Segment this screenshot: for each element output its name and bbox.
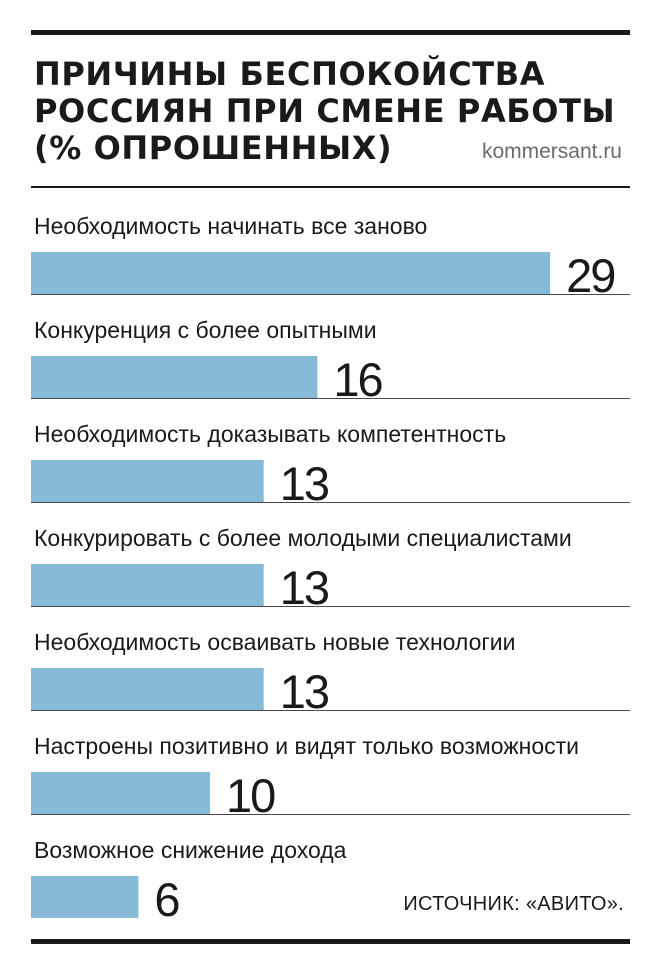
category-label: Настроены позитивно и видят только возмо… (34, 733, 579, 759)
bar (31, 460, 264, 502)
bar (31, 876, 139, 918)
header-rule (31, 186, 630, 188)
bar (31, 252, 551, 294)
value-label: 6 (154, 873, 179, 926)
value-label: 10 (226, 769, 275, 822)
value-label: 13 (280, 457, 329, 510)
category-label: Возможное снижение дохода (34, 837, 347, 863)
category-label: Конкурировать с более молодыми специалис… (34, 525, 572, 551)
value-label: 16 (333, 353, 382, 406)
title-line-2: РОССИЯН ПРИ СМЕНЕ РАБОТЫ (34, 92, 616, 130)
bar (31, 564, 264, 606)
title-line-1: ПРИЧИНЫ БЕСПОКОЙСТВА (34, 55, 546, 93)
value-label: 13 (280, 561, 329, 614)
bar (31, 772, 210, 814)
bottom-rule (31, 939, 630, 944)
top-rule (31, 30, 630, 35)
title-line-3: (% ОПРОШЕННЫХ) (34, 129, 393, 167)
site-credit: kommersant.ru (481, 140, 622, 163)
chart-title: ПРИЧИНЫ БЕСПОКОЙСТВА РОССИЯН ПРИ СМЕНЕ Р… (34, 56, 615, 167)
value-label: 13 (280, 665, 329, 718)
category-label: Необходимость осваивать новые технологии (34, 629, 515, 655)
bar (31, 356, 318, 398)
bar (31, 668, 264, 710)
category-label: Необходимость доказывать компетентность (34, 421, 506, 447)
category-label: Конкуренция с более опытными (34, 317, 377, 343)
value-label: 29 (566, 249, 614, 302)
source-note: ИСТОЧНИК: «АВИТО». (403, 893, 624, 915)
category-label: Необходимость начинать все заново (34, 213, 427, 239)
